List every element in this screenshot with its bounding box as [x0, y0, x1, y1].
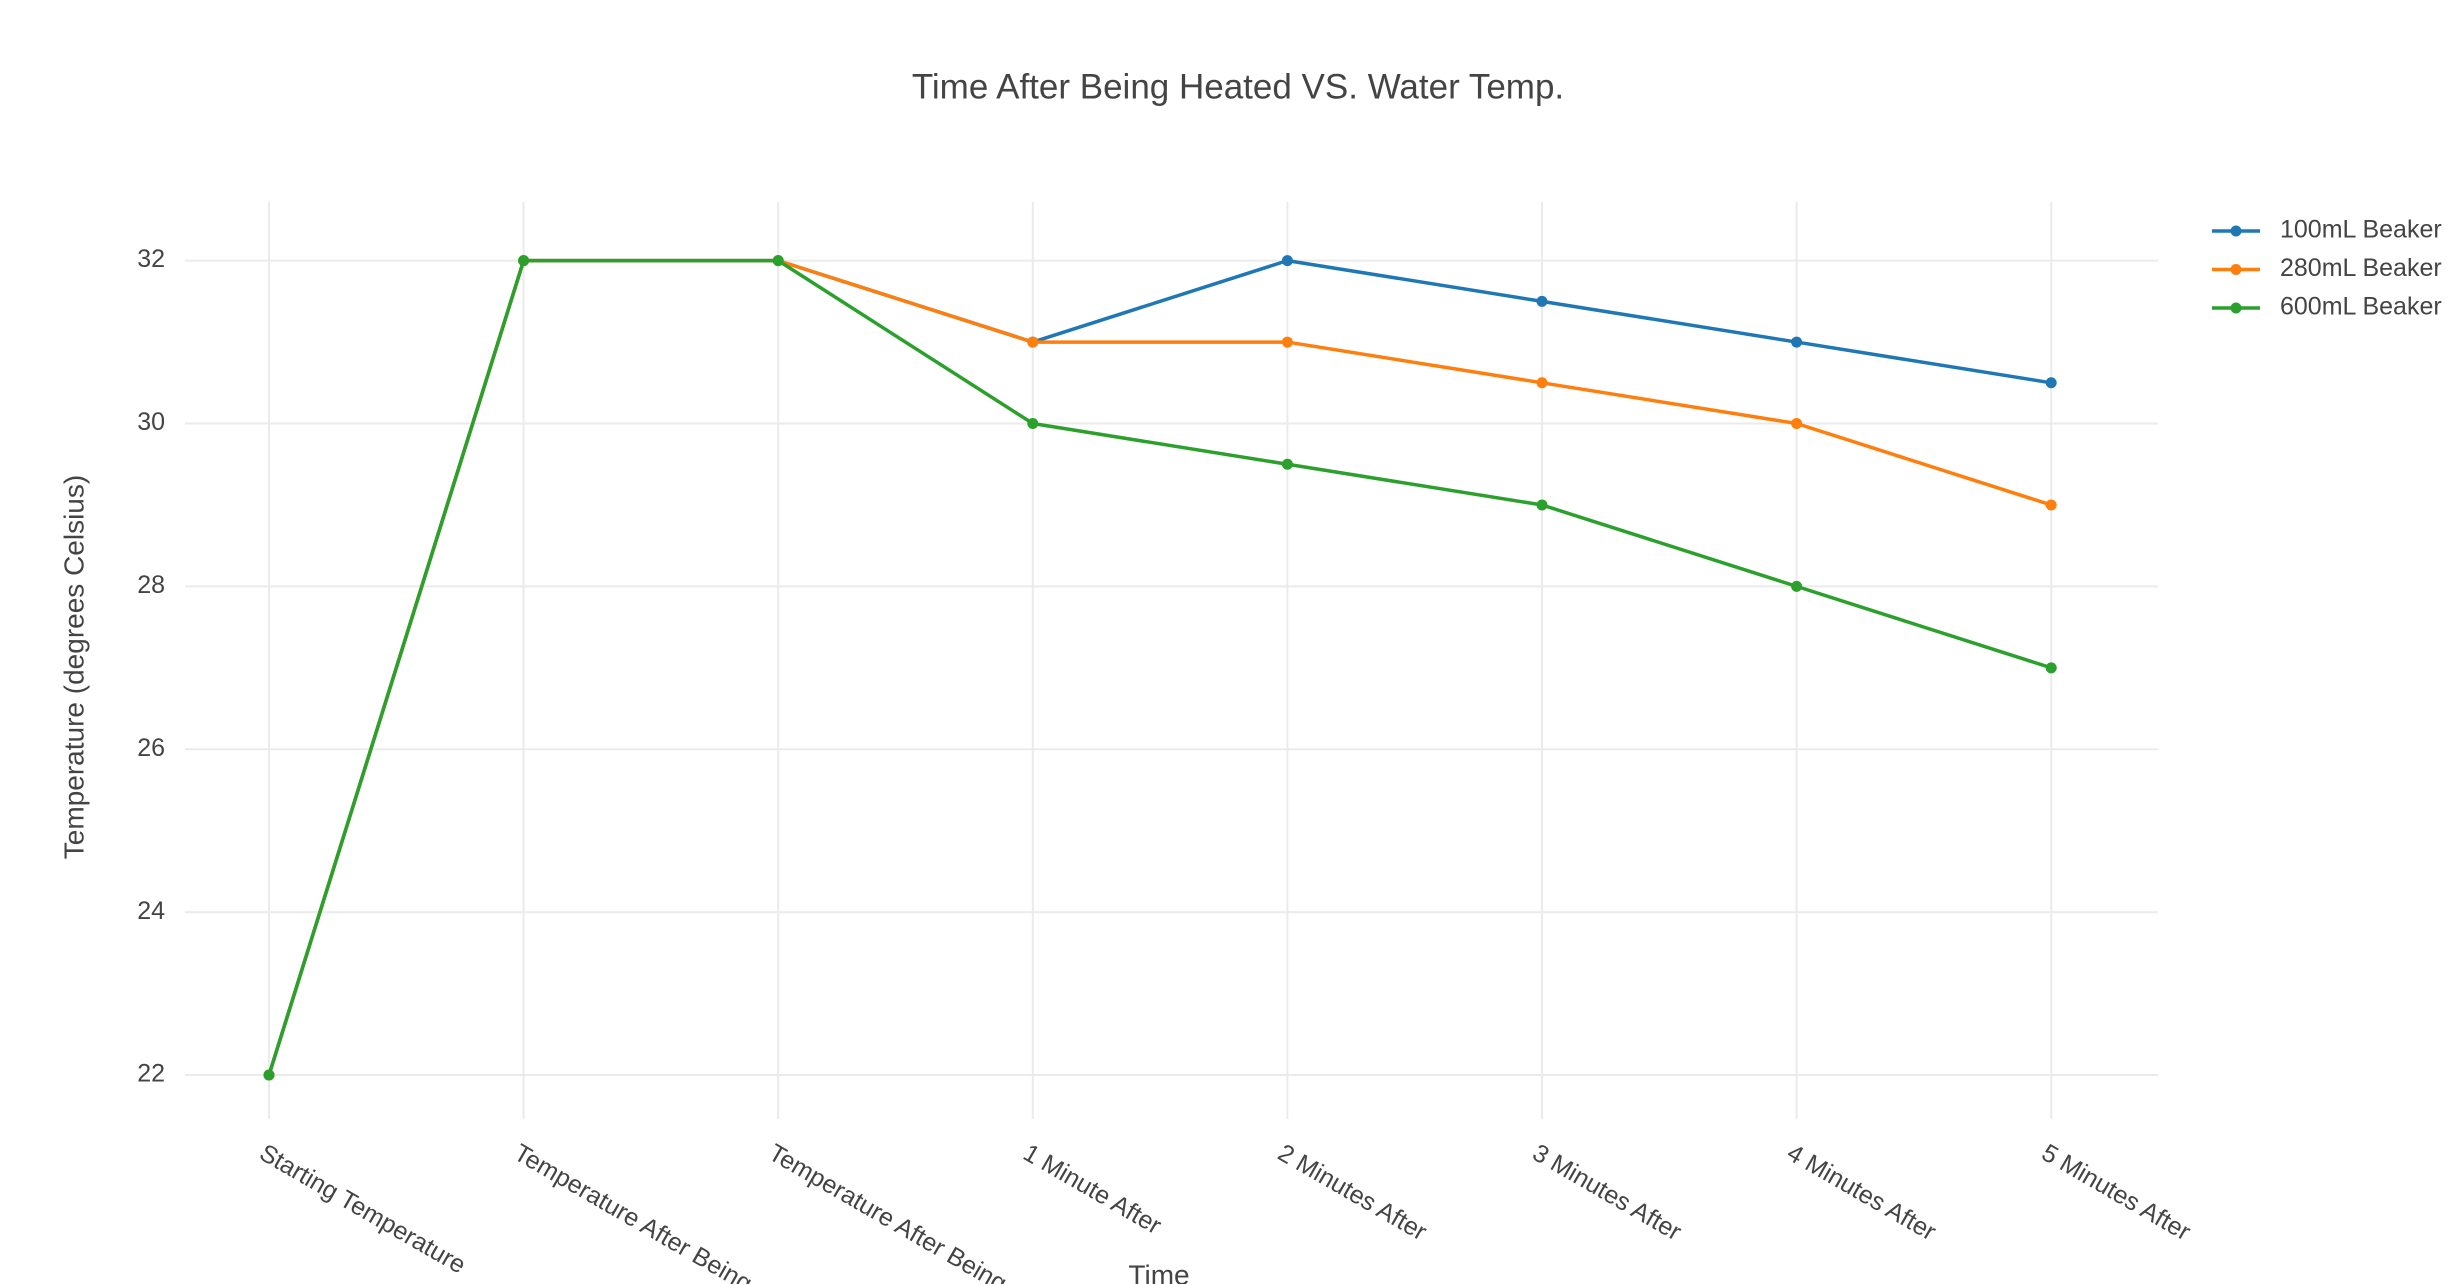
legend-label: 600mL Beaker [2280, 293, 2442, 321]
line [267, 258, 2052, 1076]
marker [2045, 662, 2057, 674]
line [267, 258, 2052, 1076]
grid [185, 202, 2158, 1119]
chart-title: Time After Being Heated VS. Water Temp. [912, 67, 1564, 106]
legend-marker [2230, 302, 2242, 314]
marker [1281, 336, 1293, 348]
marker [1536, 499, 1548, 511]
marker [772, 255, 784, 267]
x-tick-label: Starting Temperature [255, 1139, 471, 1280]
y-tick-label: 28 [137, 571, 165, 599]
line [267, 258, 2052, 1076]
marker [2045, 499, 2057, 511]
marker [1791, 418, 1803, 430]
y-tick-label: 24 [137, 897, 165, 925]
legend-marker [2230, 264, 2242, 275]
marker [1791, 580, 1803, 592]
marker [1027, 336, 1039, 348]
marker [518, 255, 530, 267]
y-axis-title: Temperature (degrees Celsius) [58, 475, 89, 859]
legend-label: 100mL Beaker [2280, 216, 2442, 244]
x-tick-label: Temperature After Being [509, 1139, 756, 1284]
y-tick-label: 30 [137, 408, 165, 436]
x-tick-label: 2 Minutes After [1273, 1139, 1431, 1247]
legend-label: 280mL Beaker [2280, 254, 2442, 282]
marker [1281, 255, 1293, 267]
marker [263, 1069, 275, 1081]
y-tick-label: 22 [137, 1060, 165, 1088]
marker [1791, 336, 1803, 348]
x-tick-label: 5 Minutes After [2037, 1139, 2195, 1247]
x-tick-label: Temperature After Being [764, 1139, 1011, 1284]
legend-marker [2230, 225, 2242, 237]
x-tick-label: 1 Minute After [1018, 1139, 1166, 1240]
marker [1027, 418, 1039, 430]
marker [1536, 377, 1548, 389]
marker [1536, 295, 1548, 307]
x-tick-label: 3 Minutes After [1528, 1139, 1686, 1247]
y-tick-label: 32 [137, 245, 165, 273]
x-axis-title: Time [1128, 1259, 1189, 1284]
x-tick-label: 4 Minutes After [1782, 1139, 1940, 1247]
y-tick-label: 26 [137, 734, 165, 762]
marker [2045, 377, 2057, 389]
marker [1281, 458, 1293, 470]
